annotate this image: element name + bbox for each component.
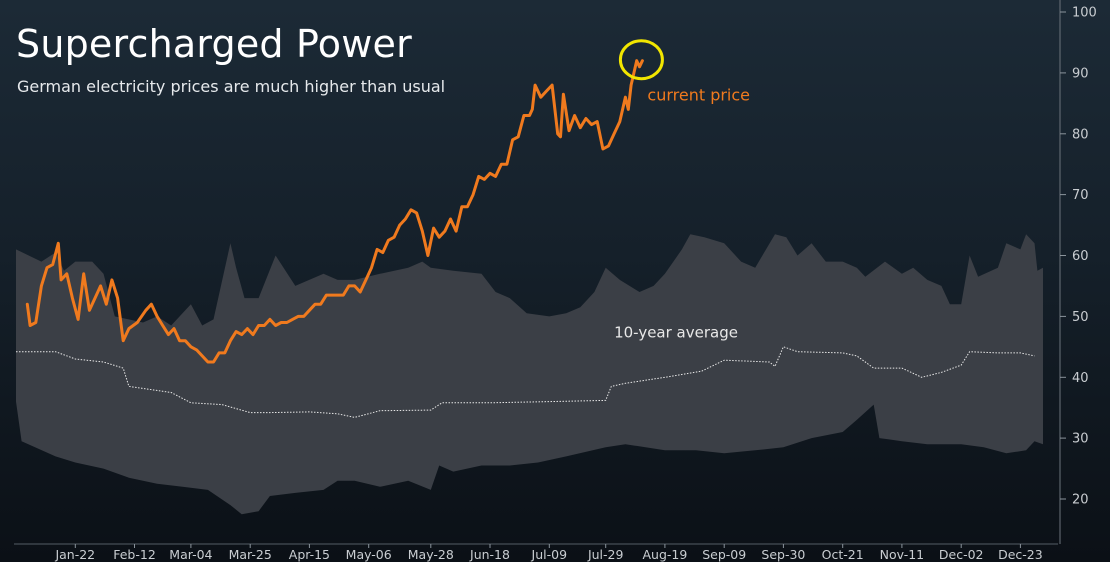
x-tick-label: Oct-21 — [822, 547, 864, 562]
x-tick-label: Jul-29 — [587, 547, 624, 562]
y-tick-label: 100 — [1072, 6, 1097, 21]
current-price-line — [25, 59, 644, 364]
x-tick-label: Sep-30 — [761, 547, 805, 562]
y-tick-label: 90 — [1072, 66, 1089, 81]
x-tick-label: Mar-25 — [229, 547, 272, 562]
x-tick-label: Mar-04 — [169, 547, 212, 562]
x-tick-label: Apr-15 — [289, 547, 330, 562]
current-price-label: current price — [647, 86, 750, 105]
current-price-highlight-circle — [618, 39, 664, 81]
x-tick-label: May-28 — [408, 547, 454, 562]
chart-subtitle: German electricity prices are much highe… — [17, 77, 446, 96]
x-tick-label: Aug-19 — [642, 547, 687, 562]
x-tick-label: Jun-18 — [469, 547, 510, 562]
y-tick-label: 50 — [1072, 310, 1089, 325]
y-tick-label: 60 — [1072, 249, 1089, 264]
x-tick-label: May-06 — [346, 547, 392, 562]
y-axis: 20 30 40 50 60 70 80 90 100 — [1060, 6, 1097, 508]
y-tick-label: 40 — [1072, 371, 1089, 386]
x-tick-label: Dec-23 — [998, 547, 1043, 562]
x-axis: Jan-22 Feb-12 Mar-04 Mar-25 Apr-15 May-06 May-… — [14, 543, 1058, 562]
x-tick-label: Sep-09 — [702, 547, 746, 562]
chart-title: Supercharged Power — [16, 22, 412, 66]
x-tick-label: Dec-02 — [939, 547, 984, 562]
ten-year-average-label: 10-year average — [614, 324, 738, 342]
x-tick-label: Jan-22 — [54, 547, 95, 562]
ten-year-range-band — [16, 234, 1043, 515]
y-tick-label: 30 — [1072, 432, 1089, 447]
x-tick-label: Feb-12 — [113, 547, 156, 562]
y-tick-label: 80 — [1072, 127, 1089, 142]
y-tick-label: 20 — [1072, 493, 1089, 508]
x-tick-label: Jul-09 — [531, 547, 568, 562]
x-tick-label: Nov-11 — [880, 547, 924, 562]
y-tick-label: 70 — [1072, 188, 1089, 203]
